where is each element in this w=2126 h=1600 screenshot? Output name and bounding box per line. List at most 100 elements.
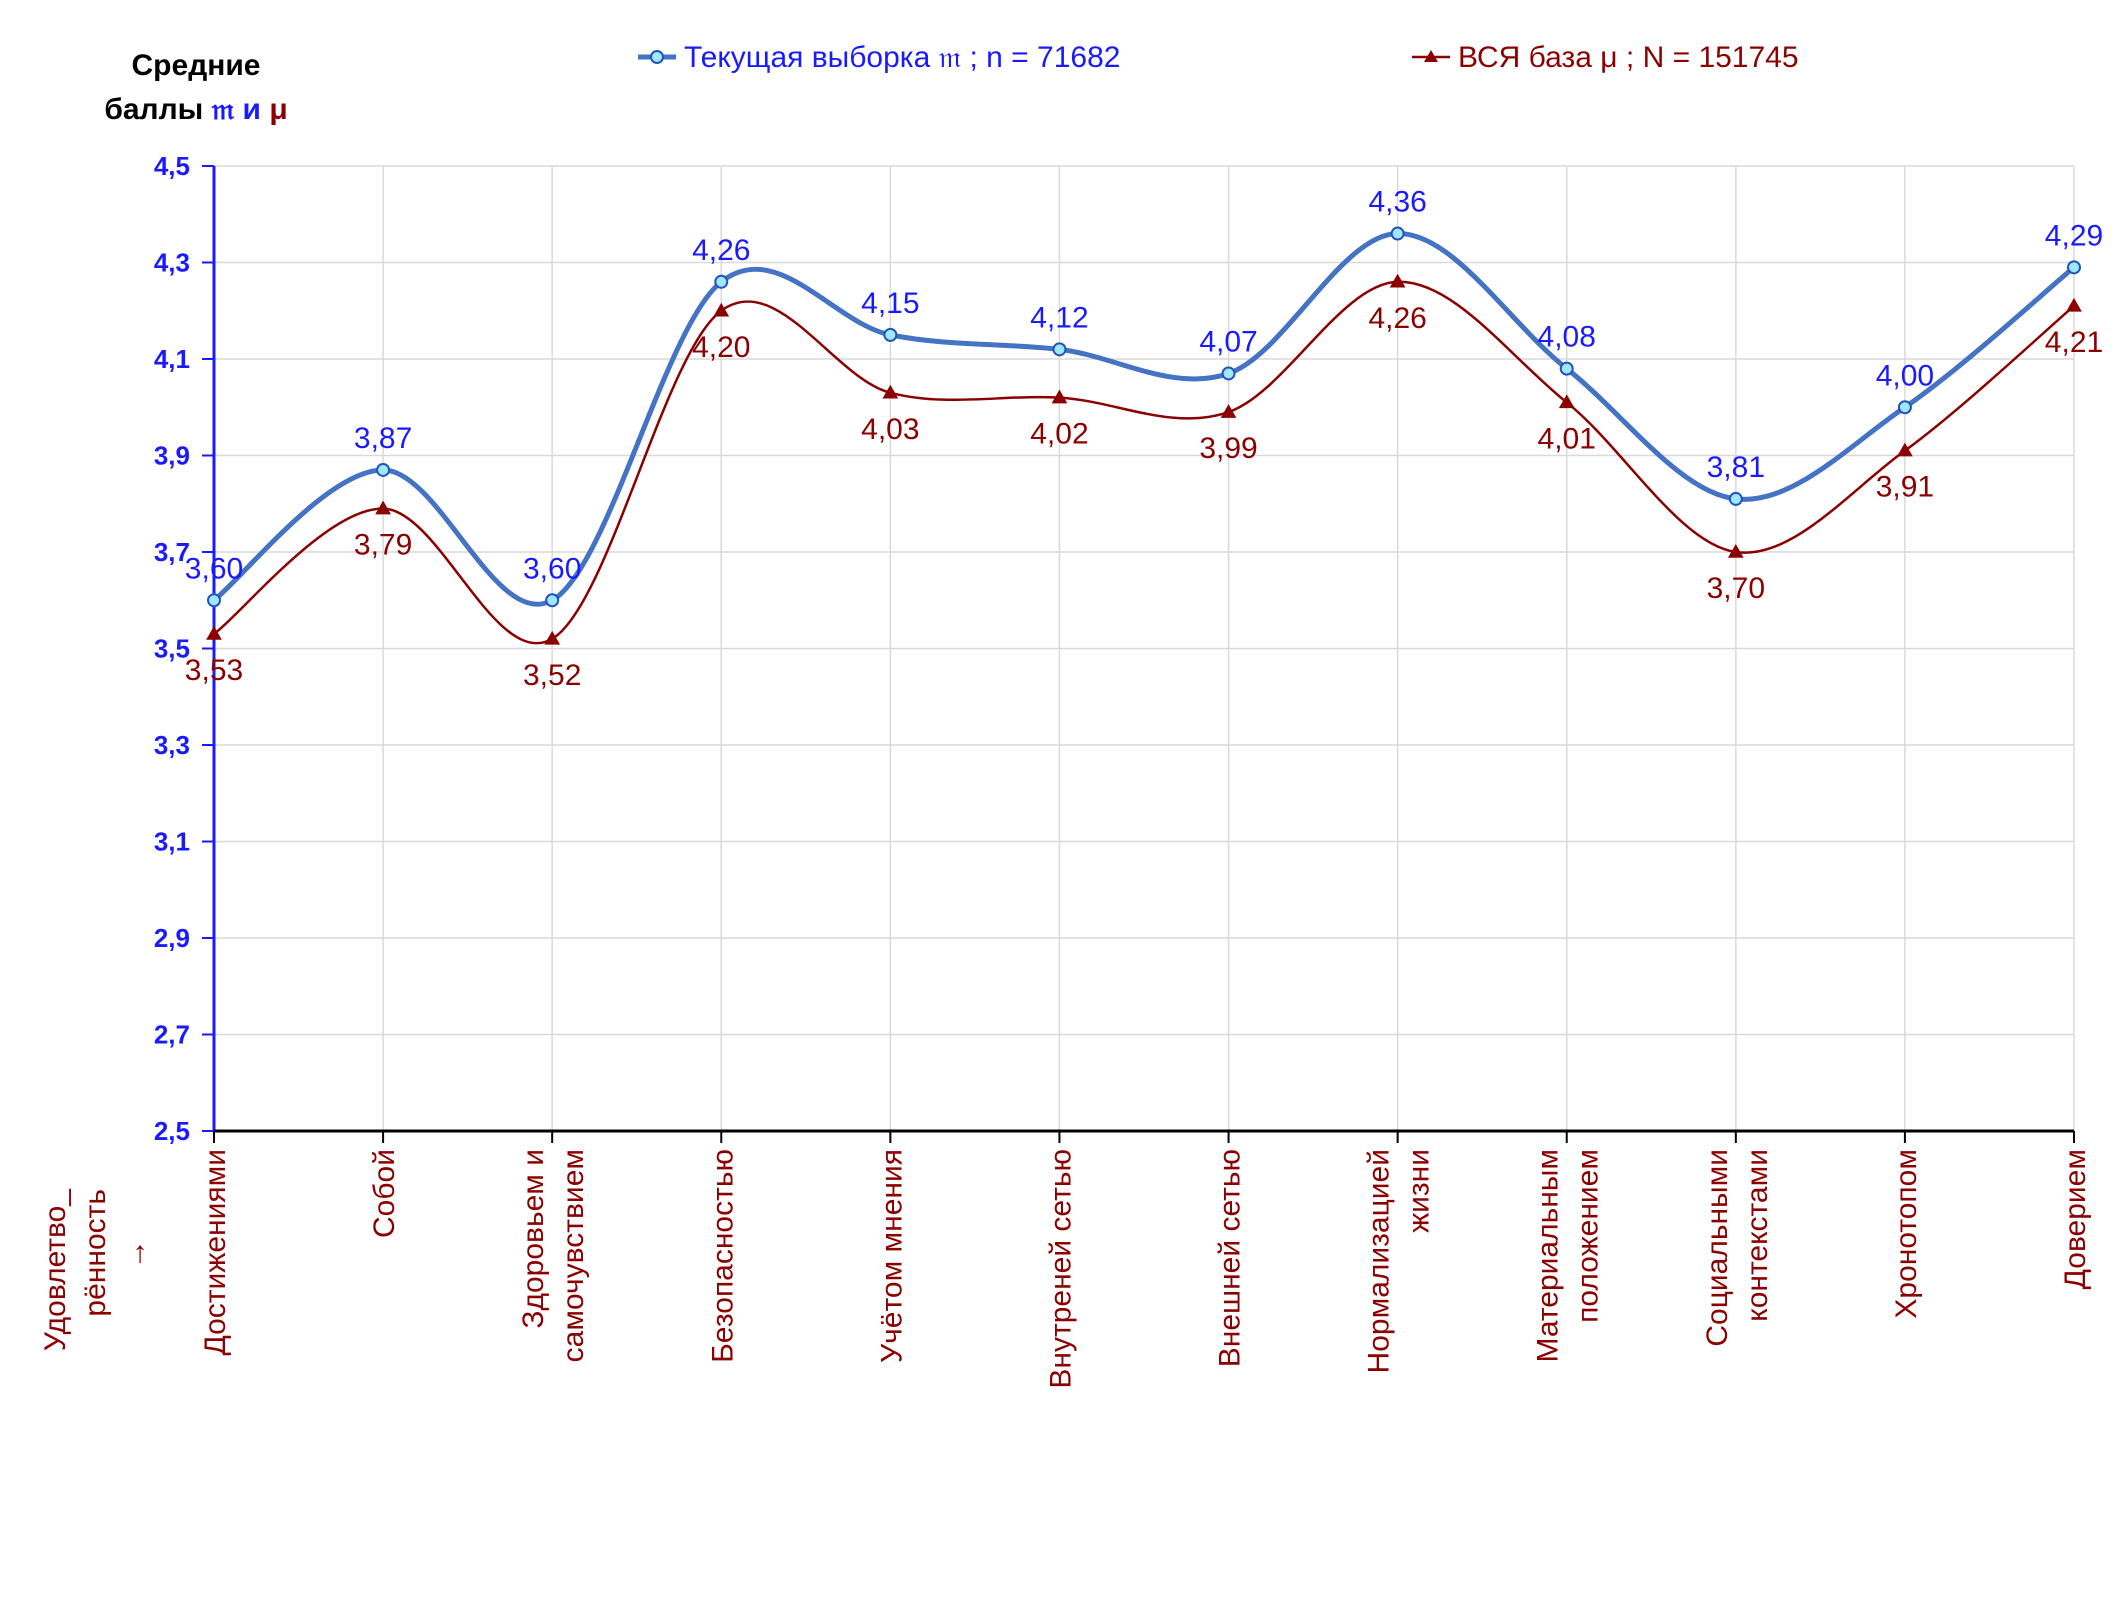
y-tick-label: 4,5 bbox=[154, 151, 190, 181]
x-axis-title-line: Удовлетво_ bbox=[39, 1188, 72, 1351]
data-label-current: 3,87 bbox=[354, 422, 412, 455]
y-axis-title-line2: баллы 𝔪 и μ bbox=[86, 88, 306, 132]
x-tick-label-line: Достижениями bbox=[199, 1149, 232, 1356]
y-tick-label: 3,9 bbox=[154, 441, 190, 471]
data-label-all: 3,79 bbox=[354, 529, 412, 562]
legend-all-label: ВСЯ база μ ; N = 151745 bbox=[1458, 41, 1799, 74]
series-all-point bbox=[1558, 394, 1575, 409]
y-axis-title-word: баллы bbox=[104, 93, 204, 126]
data-label-all: 4,20 bbox=[692, 331, 750, 364]
data-label-current: 4,08 bbox=[1538, 321, 1596, 354]
x-axis-title: Удовлетво_ рённость → bbox=[39, 1188, 152, 1351]
series-current-point bbox=[1728, 491, 1743, 506]
y-axis-title: Средние баллы 𝔪 и μ bbox=[86, 44, 306, 132]
x-tick-label: Внутреней сетью bbox=[1044, 1149, 1077, 1389]
series-current-point bbox=[1390, 226, 1405, 241]
data-label-current: 4,15 bbox=[861, 287, 919, 320]
x-tick-label-line: жизни bbox=[1403, 1149, 1436, 1233]
series-all-line bbox=[213, 280, 2075, 645]
data-label-all: 3,53 bbox=[185, 654, 243, 687]
data-label-current: 4,07 bbox=[1199, 325, 1257, 358]
data-label-current: 4,00 bbox=[1876, 359, 1934, 392]
y-tick-label: 3,1 bbox=[154, 827, 190, 857]
series-all-point bbox=[1897, 442, 1913, 457]
x-tick-label-line: Материальным bbox=[1532, 1149, 1565, 1362]
x-tick-label-line: Собой bbox=[368, 1149, 401, 1238]
series-current-point bbox=[714, 274, 729, 289]
x-tick-label-line: Внешней сетью bbox=[1214, 1149, 1247, 1367]
x-tick-label-line: Учётом мнения bbox=[875, 1149, 908, 1363]
x-tick-label-line: Безопасностью bbox=[706, 1149, 739, 1363]
x-tick-label: Нормализацией жизни bbox=[1363, 1149, 1436, 1373]
data-label-all: 3,52 bbox=[523, 659, 581, 692]
series-all-point bbox=[713, 302, 730, 317]
x-tick-label-line: самочувствием bbox=[557, 1149, 590, 1362]
x-tick-label-line: Нормализацией bbox=[1363, 1149, 1396, 1373]
x-tick-label: Социальными контекстами bbox=[1701, 1149, 1774, 1347]
series-current-point bbox=[2067, 260, 2081, 275]
series-current-point bbox=[1221, 366, 1236, 381]
data-label-current: 4,26 bbox=[692, 234, 750, 267]
legend-all-marker bbox=[1424, 50, 1438, 62]
series-all-point bbox=[1727, 543, 1744, 558]
y-tick-label: 2,7 bbox=[154, 1020, 190, 1050]
y-tick-label: 3,3 bbox=[154, 730, 190, 760]
data-label-current: 3,60 bbox=[523, 552, 581, 585]
series-all-point bbox=[2066, 297, 2082, 312]
series-current-point bbox=[883, 327, 898, 342]
data-label-current: 4,12 bbox=[1030, 301, 1088, 334]
y-axis-title-symbol-m: 𝔪 bbox=[211, 93, 235, 126]
series-all-point bbox=[1220, 404, 1237, 418]
series-all-point bbox=[1051, 389, 1068, 404]
x-tick-label: Учётом мнения bbox=[875, 1149, 908, 1363]
x-tick-label-line: Доверием bbox=[2059, 1149, 2092, 1289]
series-all-point bbox=[1389, 273, 1406, 288]
series-current-point bbox=[545, 593, 560, 608]
y-axis-title-symbol-mu: μ bbox=[269, 93, 288, 126]
data-label-all: 3,91 bbox=[1876, 471, 1934, 504]
data-label-all: 4,03 bbox=[861, 413, 919, 446]
x-tick-label: Доверием bbox=[2059, 1149, 2092, 1289]
x-tick-label-line: Внутреней сетью bbox=[1044, 1149, 1077, 1389]
x-tick-label: Безопасностью bbox=[706, 1149, 739, 1363]
x-tick-label-line: положением bbox=[1572, 1149, 1605, 1323]
data-label-current: 4,36 bbox=[1368, 186, 1426, 219]
x-tick-label: Внешней сетью bbox=[1214, 1149, 1247, 1367]
series-all-point bbox=[206, 626, 222, 640]
series-current-line bbox=[212, 231, 2076, 607]
x-tick-label: Здоровьем и самочувствием bbox=[517, 1149, 590, 1362]
series-current-point bbox=[1559, 361, 1574, 376]
y-tick-label: 4,3 bbox=[154, 248, 190, 278]
y-axis-title-and: и bbox=[242, 93, 261, 126]
x-tick-label-line: Здоровьем и bbox=[517, 1149, 550, 1329]
series-current-point bbox=[207, 593, 221, 608]
x-axis-title-line: → bbox=[119, 1239, 152, 1269]
series-current-point bbox=[1897, 400, 1912, 415]
data-label-all: 4,02 bbox=[1030, 418, 1088, 451]
series-all-point bbox=[544, 630, 561, 645]
legend-current-label: Текущая выборка 𝔪 ; n = 71682 bbox=[684, 41, 1120, 74]
y-axis-title-line1: Средние bbox=[131, 49, 261, 82]
y-tick-label: 3,5 bbox=[154, 634, 190, 664]
x-tick-label-line: контекстами bbox=[1741, 1149, 1774, 1322]
legend-current-marker bbox=[650, 50, 664, 64]
data-label-all: 3,99 bbox=[1199, 432, 1257, 465]
series-all-point bbox=[882, 384, 899, 399]
x-tick-label: Собой bbox=[368, 1149, 401, 1238]
x-tick-label: Достижениями bbox=[199, 1149, 232, 1356]
series-all-point bbox=[375, 500, 391, 515]
data-label-all: 4,21 bbox=[2045, 326, 2103, 359]
data-label-all: 4,01 bbox=[1538, 422, 1596, 455]
data-label-current: 3,81 bbox=[1707, 451, 1765, 484]
data-label-all: 3,70 bbox=[1707, 572, 1765, 605]
x-tick-label: Хронотопом bbox=[1890, 1149, 1923, 1319]
series-current-point bbox=[376, 462, 391, 477]
y-tick-label: 2,5 bbox=[154, 1116, 190, 1146]
y-tick-label: 4,1 bbox=[154, 344, 190, 374]
data-label-current: 3,60 bbox=[185, 552, 243, 585]
x-tick-label: Материальным положением bbox=[1532, 1149, 1605, 1362]
y-tick-label: 2,9 bbox=[154, 923, 190, 953]
data-label-current: 4,29 bbox=[2045, 219, 2103, 252]
